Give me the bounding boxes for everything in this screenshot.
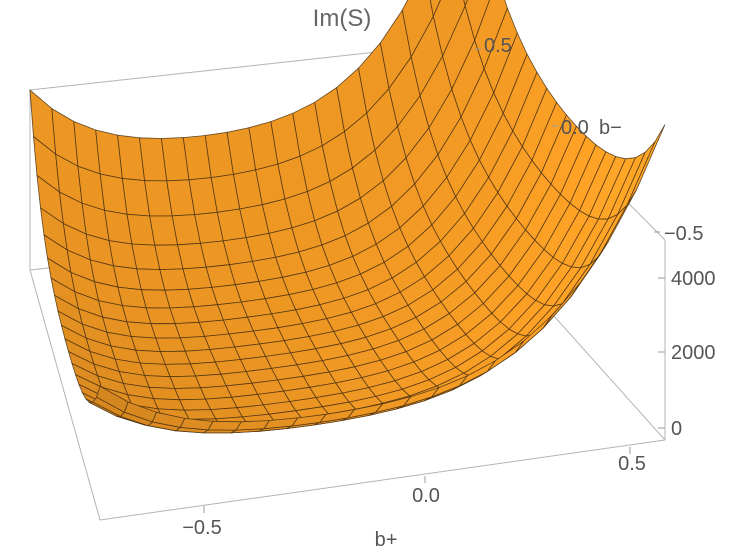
y-tick-label: 0.0 xyxy=(561,117,589,139)
chart-title: Im(S) xyxy=(313,5,372,32)
surface-patch xyxy=(464,0,491,42)
x-tick-label: 0.0 xyxy=(412,485,440,507)
surface-patch xyxy=(429,0,441,18)
x-tick-label: 0.5 xyxy=(618,453,646,475)
y-tick-label: 0.5 xyxy=(484,35,512,57)
y-axis-title: b− xyxy=(599,117,622,139)
x-tick-label: −0.5 xyxy=(182,517,221,539)
z-tick-label: 2000 xyxy=(671,342,716,364)
surface-patch xyxy=(207,420,243,431)
x-axis-title: b+ xyxy=(375,529,398,551)
surface-mesh xyxy=(29,0,666,434)
z-tick-label: 4000 xyxy=(671,268,716,290)
z-tick-label: 0 xyxy=(671,418,682,440)
tick-marks xyxy=(203,48,665,513)
y-tick-label: −0.5 xyxy=(664,223,703,245)
surface-patch xyxy=(626,124,666,206)
